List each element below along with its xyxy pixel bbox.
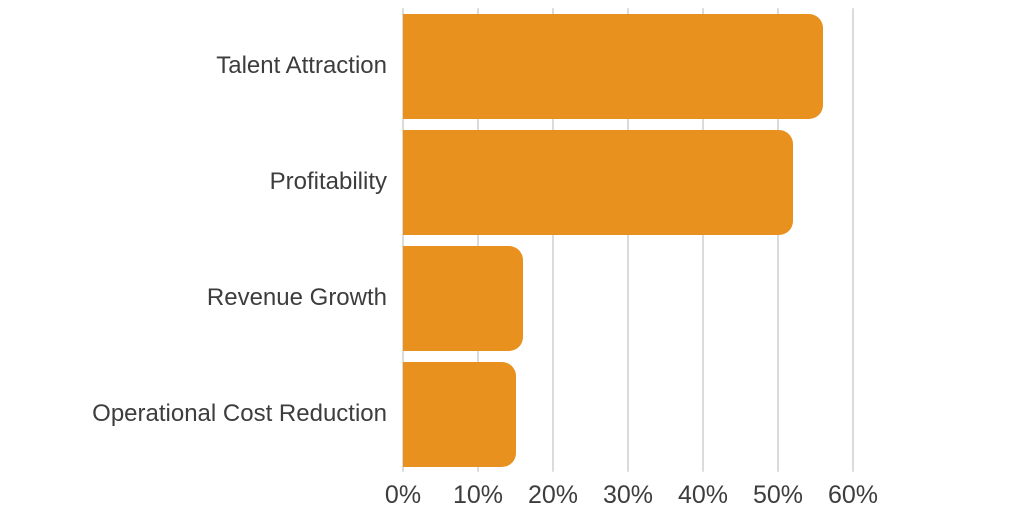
gridline [402,8,404,472]
x-tick-label: 0% [384,481,422,509]
x-tick-label: 40% [677,481,729,509]
category-label: Operational Cost Reduction [92,400,387,427]
x-tick-label: 30% [602,481,654,509]
gridline [627,8,629,472]
x-tick-label: 50% [752,481,804,509]
category-label: Revenue Growth [206,284,387,311]
bar-revenue-growth [403,245,523,351]
gridline [702,8,704,472]
x-tick-label: 20% [527,481,579,509]
bar-talent-attraction [403,13,823,119]
bar-operational-cost-reduction [403,361,516,467]
category-label: Profitability [269,168,387,195]
bar-profitability [403,129,793,235]
x-tick-label: 60% [827,481,879,509]
gridline [852,8,854,472]
gridline [477,8,479,472]
category-label: Talent Attraction [216,52,387,79]
gridline [552,8,554,472]
gridline [777,8,779,472]
x-tick-label: 10% [452,481,504,509]
